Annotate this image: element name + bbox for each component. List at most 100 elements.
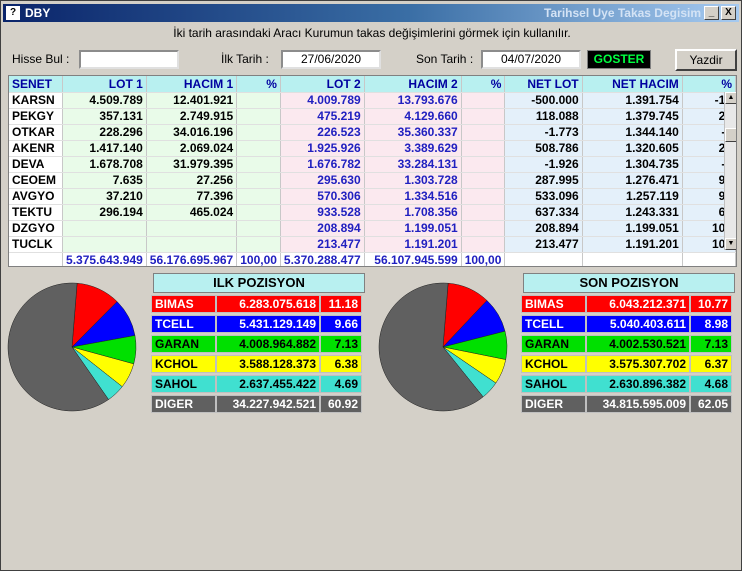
table-cell: 1.708.356 <box>364 204 462 221</box>
position-pct: 10.77 <box>690 295 732 313</box>
table-cell: 1.191.201 <box>364 236 462 253</box>
yazdir-button[interactable]: Yazdir <box>675 49 737 71</box>
table-row[interactable]: OTKAR 228.296 34.016.196 226.523 35.360.337 -… <box>9 124 736 141</box>
table-cell: -500.000 <box>504 92 583 109</box>
scroll-thumb[interactable] <box>725 128 736 142</box>
position-row: DIGER 34.815.595.009 62.05 <box>521 395 732 413</box>
position-value: 4.002.530.521 <box>586 335 690 353</box>
table-row[interactable]: TUCLK 213.477 1.191.201 213.477 1.191.201 100 <box>9 236 736 253</box>
table-row[interactable]: AKENR 1.417.140 2.069.024 1.925.926 3.389.62… <box>9 140 736 157</box>
son-pozisyon-pie <box>378 282 508 412</box>
table-cell: TUCLK <box>9 236 64 253</box>
table-cell: 1.417.140 <box>62 140 147 157</box>
position-row: KCHOL 3.575.307.702 6.37 <box>521 355 732 373</box>
table-cell: AVGYO <box>9 188 64 205</box>
position-name: KCHOL <box>521 355 586 373</box>
position-value: 3.575.307.702 <box>586 355 690 373</box>
table-cell: DZGYO <box>9 220 64 237</box>
table-cell <box>146 236 238 253</box>
table-cell: 226.523 <box>280 124 365 141</box>
grid-scrollbar[interactable]: ▲ ▼ <box>724 92 736 250</box>
scroll-up-icon[interactable]: ▲ <box>725 92 736 104</box>
position-pct: 7.13 <box>320 335 362 353</box>
takas-grid[interactable]: SENET LOT 1 HACIM 1% LOT 2 HACIM 2% NET LOT NE… <box>8 75 737 267</box>
table-row[interactable]: KARSN 4.509.789 12.401.921 4.009.789 13.793.… <box>9 92 736 109</box>
position-value: 4.008.964.882 <box>216 335 320 353</box>
table-cell: 2.069.024 <box>146 140 238 157</box>
position-name: BIMAS <box>521 295 586 313</box>
hint-text: İki tarih arasındaki Aracı Kurumun takas… <box>173 26 571 40</box>
position-value: 34.227.942.521 <box>216 395 320 413</box>
table-row[interactable]: PEKGY 357.131 2.749.915 475.219 4.129.660 118… <box>9 108 736 125</box>
table-cell: 213.477 <box>504 236 583 253</box>
table-cell: 1.199.051 <box>364 220 462 237</box>
close-button[interactable]: X <box>721 6 736 20</box>
column-header[interactable]: HACIM 1 <box>146 76 238 93</box>
position-value: 5.040.403.611 <box>586 315 690 333</box>
son-tarih-input[interactable]: 04/07/2020 <box>481 50 581 69</box>
table-cell: 13.793.676 <box>364 92 462 109</box>
column-header[interactable]: LOT 1 <box>62 76 147 93</box>
table-cell: -1.773 <box>504 124 583 141</box>
column-header[interactable]: SENET <box>9 76 64 93</box>
table-cell <box>236 220 281 237</box>
table-cell <box>461 124 506 141</box>
table-cell: 287.995 <box>504 172 583 189</box>
table-row[interactable]: AVGYO 37.210 77.396 570.306 1.334.516 533.096… <box>9 188 736 205</box>
column-header[interactable]: HACIM 2 <box>364 76 462 93</box>
position-pct: 11.18 <box>320 295 362 313</box>
table-cell: 295.630 <box>280 172 365 189</box>
table-cell: DEVA <box>9 156 64 173</box>
column-header[interactable]: % <box>682 76 736 93</box>
table-cell <box>236 204 281 221</box>
table-cell: 933.528 <box>280 204 365 221</box>
position-pct: 60.92 <box>320 395 362 413</box>
table-cell: 1.199.051 <box>582 220 683 237</box>
position-value: 6.043.212.371 <box>586 295 690 313</box>
table-cell: 33.284.131 <box>364 156 462 173</box>
position-pct: 7.13 <box>690 335 732 353</box>
ilk-pozisyon-pie <box>7 282 137 412</box>
pie-slice-diger <box>7 282 109 412</box>
position-row: BIMAS 6.283.075.618 11.18 <box>151 295 362 313</box>
table-cell: 34.016.196 <box>146 124 238 141</box>
position-name: GARAN <box>151 335 216 353</box>
column-header[interactable]: % <box>236 76 281 93</box>
column-header[interactable]: NET HACIM <box>582 76 683 93</box>
total-cell: 56.176.695.967 <box>146 252 238 266</box>
goster-button[interactable]: GOSTER <box>587 50 651 69</box>
position-pct: 6.38 <box>320 355 362 373</box>
table-row[interactable]: DZGYO 208.894 1.199.051 208.894 1.199.051 100 <box>9 220 736 237</box>
table-row[interactable]: DEVA 1.678.708 31.979.395 1.676.782 33.284.1… <box>9 156 736 173</box>
hisse-search-input[interactable] <box>79 50 179 69</box>
table-cell: 4.509.789 <box>62 92 147 109</box>
table-cell <box>461 172 506 189</box>
column-header[interactable]: NET LOT <box>504 76 583 93</box>
column-header[interactable]: LOT 2 <box>280 76 365 93</box>
minimize-button[interactable]: _ <box>704 6 719 20</box>
column-header[interactable]: % <box>461 76 506 93</box>
title-bar[interactable]: ? DBY Tarihsel Uye Takas Degisim _ X <box>3 4 739 22</box>
position-pct: 4.68 <box>690 375 732 393</box>
table-row[interactable]: CEOEM 7.635 27.256 295.630 1.303.728 287.995 1… <box>9 172 736 189</box>
table-cell <box>236 156 281 173</box>
ilk-pozisyon-title: ILK POZISYON <box>153 273 365 293</box>
table-cell: 1.243.331 <box>582 204 683 221</box>
app-menu-icon[interactable]: ? <box>6 6 20 20</box>
table-cell: 357.131 <box>62 108 147 125</box>
total-cell: 56.107.945.599 <box>364 252 462 266</box>
position-pct: 6.37 <box>690 355 732 373</box>
position-row: DIGER 34.227.942.521 60.92 <box>151 395 362 413</box>
table-row[interactable]: TEKTU 296.194 465.024 933.528 1.708.356 637.3… <box>9 204 736 221</box>
ilk-tarih-input[interactable]: 27/06/2020 <box>281 50 381 69</box>
table-cell: 35.360.337 <box>364 124 462 141</box>
table-cell: 465.024 <box>146 204 238 221</box>
table-cell: -1.926 <box>504 156 583 173</box>
table-cell <box>236 172 281 189</box>
table-cell: 1.925.926 <box>280 140 365 157</box>
position-row: TCELL 5.040.403.611 8.98 <box>521 315 732 333</box>
scroll-down-icon[interactable]: ▼ <box>725 238 736 250</box>
total-cell <box>9 252 64 266</box>
position-name: KCHOL <box>151 355 216 373</box>
